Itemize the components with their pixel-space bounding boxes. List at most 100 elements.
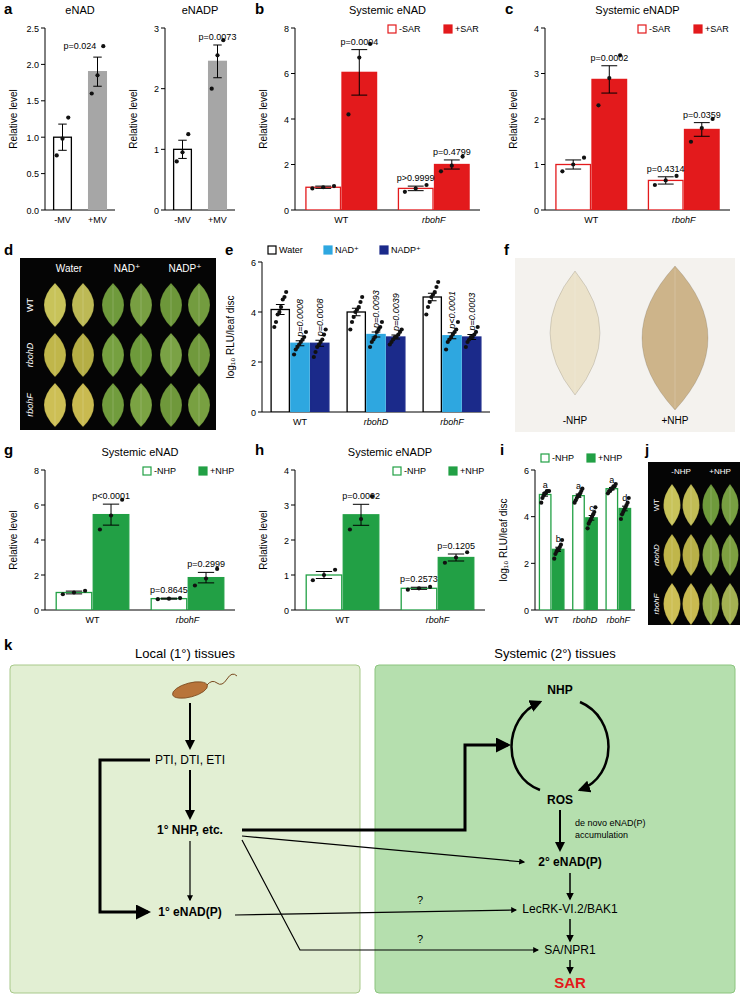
legend-label: -NHP [552, 453, 574, 463]
error-bar [103, 504, 119, 525]
leaf [102, 333, 124, 377]
data-point [310, 186, 314, 190]
bar [619, 509, 631, 611]
data-point [450, 164, 454, 168]
y-tick [41, 575, 45, 576]
y-tick [41, 210, 45, 211]
data-point [560, 169, 564, 173]
data-point [414, 186, 418, 190]
column-label: NAD⁺ [114, 263, 140, 274]
bar [56, 593, 92, 611]
y-tick [41, 137, 45, 138]
leaf-vein [141, 336, 142, 375]
bar [93, 515, 129, 610]
question-mark: ? [417, 894, 423, 906]
y-tick [291, 505, 295, 506]
legend-swatch [388, 25, 396, 33]
data-point [333, 568, 337, 572]
bar [347, 312, 365, 412]
diagram-note: de novo eNAD(P) [575, 818, 646, 828]
y-tick-label: 1.5 [26, 96, 39, 106]
leaf-vein [691, 586, 692, 623]
y-tick-label: 0 [251, 408, 256, 418]
leaf [102, 383, 124, 427]
y-tick-label: 3 [534, 69, 539, 79]
y-tick [531, 563, 535, 564]
column-label: -NHP [671, 467, 691, 476]
bar [291, 343, 309, 412]
arrow [189, 770, 191, 818]
data-point [368, 345, 372, 349]
bar [606, 489, 618, 610]
legend-swatch [268, 246, 276, 254]
data-point [193, 583, 197, 587]
leaf-vein [575, 274, 576, 393]
data-point [180, 150, 184, 154]
p-value: a [543, 480, 548, 490]
plot-area [306, 42, 469, 210]
region-title: Systemic (2°) tissues [494, 646, 616, 661]
leaf-vein [199, 286, 200, 325]
bar-chart: aeNADRelative level0.00.51.01.52.02.5-MV… [4, 0, 115, 225]
y-tick [161, 28, 165, 29]
p-value: d [622, 493, 627, 503]
legend-swatch [143, 467, 151, 475]
figure: aeNADRelative level0.00.51.01.52.02.5-MV… [0, 0, 743, 996]
panel-letter: c [505, 0, 513, 17]
data-point [109, 513, 113, 517]
leaf-vein [711, 586, 712, 623]
diagram-node: NHP [547, 683, 572, 697]
legend-swatch [199, 467, 207, 475]
x-tick-label: -MV [174, 215, 191, 225]
data-point [90, 91, 94, 95]
y-tick [258, 362, 262, 363]
column-label: +NHP [709, 467, 731, 476]
x-tick-label: WT [584, 215, 598, 225]
p-value: p<0.0001 [92, 491, 130, 501]
y-tick [291, 164, 295, 165]
data-point [322, 573, 326, 577]
x-tick-label: rbohF [440, 417, 464, 427]
leaf-vein [711, 487, 712, 524]
arrow [569, 960, 571, 973]
arrow [569, 873, 571, 899]
data-point [607, 76, 611, 80]
error-bar [658, 177, 674, 184]
data-point [357, 55, 361, 59]
p-value: p=0.1205 [437, 541, 475, 551]
data-point [434, 285, 438, 289]
leaf [160, 383, 182, 427]
y-tick-label: 0 [154, 206, 159, 216]
data-point [428, 300, 432, 304]
row-label: rbohD [652, 544, 661, 566]
diagram-node: SAR [554, 974, 586, 991]
leaf [703, 583, 720, 625]
leaf-vein [199, 386, 200, 425]
data-point [274, 320, 278, 324]
x-tick-label: rbohD [364, 417, 389, 427]
leaf [188, 333, 210, 377]
data-point [700, 126, 704, 130]
legend-label: +NHP [598, 453, 622, 463]
data-point [586, 526, 590, 530]
leaf-vein [171, 336, 172, 375]
x-tick-label: WT [334, 215, 348, 225]
y-tick [41, 505, 45, 506]
y-tick [291, 73, 295, 74]
legend-swatch [324, 246, 332, 254]
data-point [417, 586, 421, 590]
y-tick [258, 312, 262, 313]
y-axis [535, 470, 536, 610]
data-point [348, 527, 352, 531]
legend-swatch [587, 454, 595, 462]
chart-title: Systemic eNADP [348, 446, 432, 458]
x-tick-label: rbohF [176, 615, 200, 625]
y-tick [291, 210, 295, 211]
error-bar [565, 160, 581, 169]
y-tick-label: 3 [284, 501, 289, 511]
leaf-vein [199, 336, 200, 375]
panel-letter: g [4, 441, 13, 458]
y-tick [531, 610, 535, 611]
data-point [156, 597, 160, 601]
y-tick-label: 6 [524, 466, 529, 476]
